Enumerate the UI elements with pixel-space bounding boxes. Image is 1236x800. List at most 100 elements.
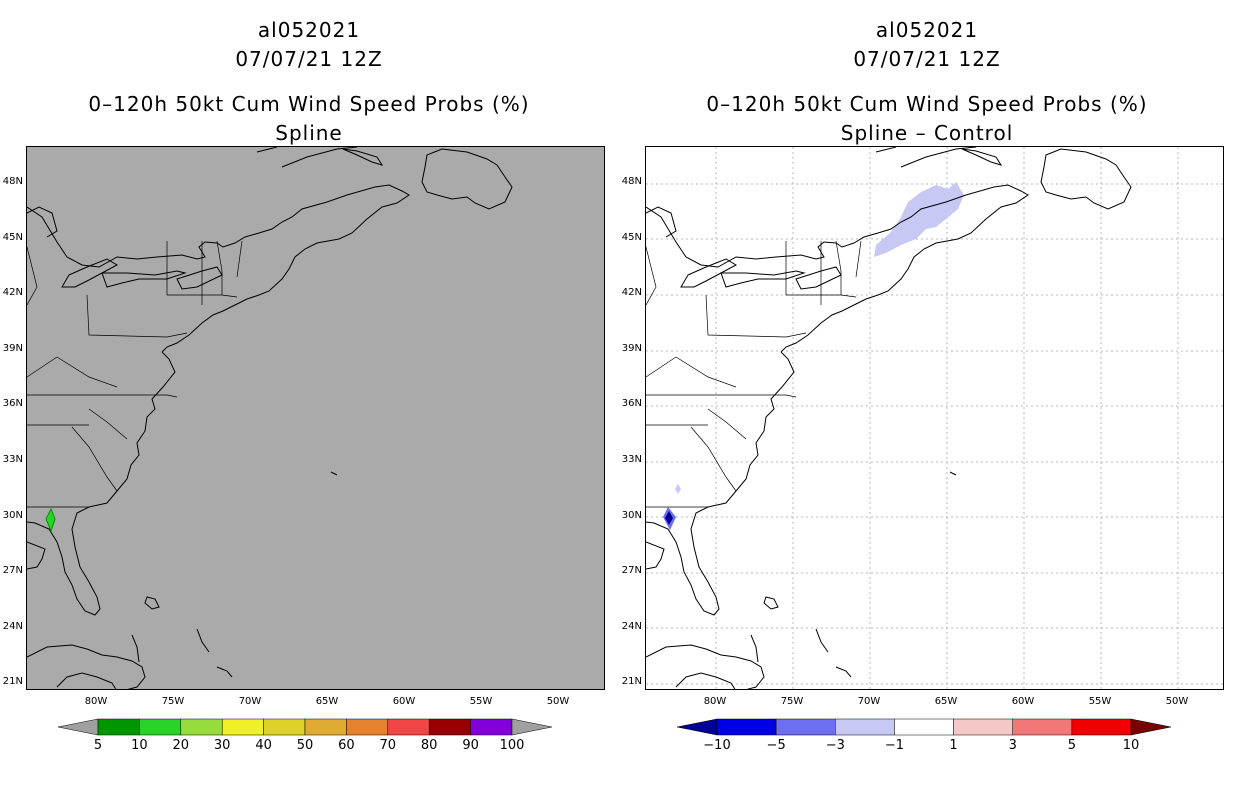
right-colorbar-swatch (716, 718, 777, 736)
right-lat-label: 36N (621, 398, 642, 410)
left-lat-label: 42N (2, 287, 23, 299)
left-colorbar-label: 80 (420, 738, 438, 753)
left-colorbar-label: 100 (499, 738, 525, 753)
left-lon-label: 55W (469, 696, 493, 707)
left-colorbar-svg (57, 718, 553, 736)
left-colorbar-label: 60 (338, 738, 355, 753)
left-coastlines (27, 147, 513, 689)
left-lon-label: 80W (84, 696, 108, 707)
left-storm-id: al052021 (257, 18, 361, 42)
left-colorbar-swatch (387, 718, 430, 736)
right-colorbar-swatch (775, 718, 836, 736)
right-lat-label: 39N (621, 342, 642, 354)
left-lat-label: 45N (2, 231, 23, 243)
right-lon-label: 75W (780, 696, 804, 707)
right-map-panel (645, 146, 1224, 690)
left-colorbar-swatch (221, 718, 264, 736)
right-subtitle: Spline – Control (840, 121, 1014, 145)
left-colorbar-label: 40 (255, 738, 272, 753)
right-borders (646, 240, 862, 508)
right-negative-contour-maine (874, 182, 964, 257)
left-subtitle: Spline (275, 121, 343, 145)
right-negative-contour-inner (665, 511, 673, 525)
left-colorbar-label: 90 (462, 738, 479, 753)
right-colorbar-label: 5 (1067, 738, 1076, 753)
left-colorbar-label: 50 (296, 738, 314, 753)
right-lon-label: 50W (1165, 696, 1189, 707)
left-colorbar-swatch (346, 718, 389, 736)
left-lat-label: 33N (2, 454, 23, 465)
right-colorbar-swatch (894, 718, 954, 736)
left-colorbar-low-end (57, 718, 99, 736)
left-colorbar-swatch (139, 718, 182, 736)
left-colorbar-swatch (304, 718, 347, 736)
left-colorbar (57, 718, 553, 736)
right-lat-label: 27N (621, 565, 642, 577)
left-colorbar-swatch (180, 718, 223, 736)
right-colorbar-swatch (1012, 718, 1073, 736)
right-lat-label: 42N (621, 287, 642, 299)
right-gridlines (646, 147, 1223, 689)
right-lat-label: 48N (621, 176, 642, 187)
left-colorbar-label: 10 (131, 738, 148, 753)
right-colorbar-label: 1 (949, 738, 958, 753)
right-colorbar-label: −10 (703, 738, 731, 753)
left-probability-contour (45, 507, 56, 533)
left-map-panel (26, 146, 605, 690)
right-datetime: 07/07/21 12Z (853, 47, 1001, 71)
right-colorbar-label: −1 (884, 738, 904, 753)
left-lat-label: 24N (2, 620, 23, 632)
left-colorbar-swatch (263, 718, 306, 736)
right-lon-label: 55W (1088, 696, 1112, 707)
right-lon-label: 70W (857, 696, 881, 707)
right-lat-label: 33N (621, 454, 642, 465)
left-map (27, 147, 513, 689)
left-colorbar-label: 20 (172, 738, 190, 753)
right-lon-label: 65W (934, 696, 958, 707)
right-lon-label: 80W (703, 696, 727, 707)
left-lat-label: 48N (2, 176, 23, 187)
right-lat-label: 30N (621, 509, 642, 521)
left-product: 0–120h 50kt Cum Wind Speed Probs (%) (88, 92, 530, 116)
left-colorbar-label: 70 (379, 738, 397, 753)
right-lat-label: 24N (621, 620, 642, 632)
left-lon-label: 75W (161, 696, 185, 707)
left-lat-label: 27N (2, 565, 23, 577)
right-colorbar-high-end (1130, 718, 1172, 736)
right-colorbar-label: 10 (1122, 738, 1140, 753)
left-lat-label: 36N (2, 398, 23, 410)
right-colorbar-swatch (835, 718, 895, 736)
right-colorbar-low-end (676, 718, 718, 736)
right-lat-label: 21N (621, 676, 642, 688)
right-colorbar-svg (676, 718, 1172, 736)
right-colorbar-label: −3 (825, 738, 845, 753)
right-map (646, 147, 1223, 689)
right-colorbar-label: 3 (1008, 738, 1017, 753)
right-title: al052021 07/07/21 12Z 0–120h 50kt Cum Wi… (644, 16, 1210, 148)
right-colorbar-swatch (953, 718, 1013, 736)
right-storm-id: al052021 (875, 18, 979, 42)
right-colorbar (676, 718, 1172, 736)
left-lon-label: 60W (392, 696, 416, 707)
left-colorbar-label: 5 (93, 738, 103, 753)
right-colorbar-label: −5 (766, 738, 786, 753)
left-colorbar-high-end (511, 718, 553, 736)
left-datetime: 07/07/21 12Z (235, 47, 383, 71)
left-title: al052021 07/07/21 12Z 0–120h 50kt Cum Wi… (26, 16, 592, 148)
left-borders (27, 240, 243, 508)
left-lat-label: 21N (2, 676, 23, 688)
right-lat-label: 45N (621, 231, 642, 243)
right-small-contour (675, 484, 681, 494)
right-lon-label: 60W (1011, 696, 1035, 707)
left-colorbar-label: 30 (213, 738, 231, 753)
right-coastlines (646, 147, 1132, 689)
left-lat-label: 30N (2, 509, 23, 521)
left-lon-label: 50W (546, 696, 570, 707)
left-colorbar-swatch (97, 718, 140, 736)
right-product: 0–120h 50kt Cum Wind Speed Probs (%) (706, 92, 1148, 116)
left-lon-label: 70W (238, 696, 262, 707)
left-colorbar-swatch (428, 718, 471, 736)
left-lat-label: 39N (2, 342, 23, 354)
right-colorbar-swatch (1071, 718, 1132, 736)
left-colorbar-swatch (470, 718, 513, 736)
